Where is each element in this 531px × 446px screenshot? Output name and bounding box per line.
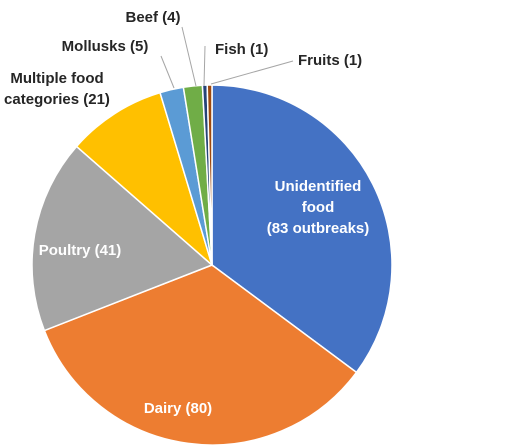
leader-line-fish [203, 45, 206, 87]
pie-slice-poultry [31, 145, 214, 332]
pie-slice-fruits [206, 84, 213, 266]
slice-label-poultry: Poultry (41) [39, 242, 122, 259]
slice-label-line: Multiple food [10, 70, 103, 87]
slice-label-line: Poultry (41) [39, 242, 122, 259]
pie-slices [31, 84, 393, 446]
slice-label-line: (83 outbreaks) [267, 220, 370, 237]
leader-line-mollusks [160, 55, 175, 89]
slice-label-beef: Beef (4) [125, 9, 180, 26]
pie-slice-unidentified-food [211, 84, 393, 374]
slice-label-line: Fish (1) [215, 41, 268, 58]
slice-labels: Unidentified food (83 outbreaks) Dairy (80)… [4, 9, 369, 417]
slice-label-mollusks: Mollusks (5) [62, 38, 149, 55]
slice-label-line: Unidentified [275, 178, 362, 195]
slice-label-line: categories (21) [4, 91, 110, 108]
leader-lines [160, 26, 294, 89]
slice-label-multiple-food-categories: Multiple food categories (21) [4, 70, 110, 108]
slice-label-fish: Fish (1) [215, 41, 268, 58]
slice-label-dairy: Dairy (80) [144, 400, 212, 417]
pie-slice-dairy [43, 264, 358, 446]
slice-label-line: food [302, 199, 334, 216]
slice-label-unidentified-food: Unidentified food (83 outbreaks) [267, 178, 370, 237]
slice-label-line: Fruits (1) [298, 52, 362, 69]
slice-label-line: Dairy (80) [144, 400, 212, 417]
slice-label-line: Mollusks (5) [62, 38, 149, 55]
leader-line-beef [181, 26, 197, 87]
slice-label-fruits: Fruits (1) [298, 52, 362, 69]
slice-label-line: Beef (4) [125, 9, 180, 26]
pie-slice-multiple-food-categories [75, 91, 214, 268]
leader-line-fruits [210, 60, 294, 85]
